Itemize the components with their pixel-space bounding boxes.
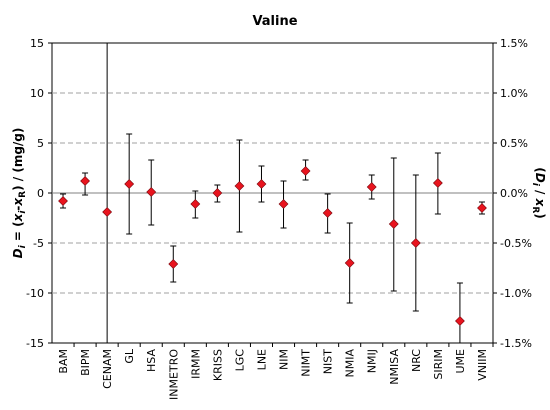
x-category-label: SIRIM — [432, 349, 445, 380]
x-category-label: NRC — [410, 349, 423, 372]
y-tick-label: -10 — [26, 287, 44, 300]
y2-tick-label: -1.0% — [500, 287, 532, 300]
data-point — [278, 199, 289, 209]
x-category-label: BIPM — [79, 349, 92, 376]
x-category-label: HSA — [145, 349, 158, 372]
x-category-label: KRISS — [211, 349, 224, 381]
data-point — [432, 178, 443, 188]
data-point — [344, 258, 355, 268]
data-point — [455, 316, 465, 326]
data-point — [388, 219, 399, 229]
y-tick-label: 0 — [37, 187, 44, 200]
data-point — [366, 182, 377, 192]
data-point — [256, 179, 267, 189]
x-category-label: NIMT — [300, 349, 313, 377]
y-tick-label: 10 — [30, 87, 44, 100]
y2-tick-label: 0.0% — [500, 187, 528, 200]
x-category-label: NMIA — [344, 349, 357, 378]
y-axis-label-right: (Di / xR) — [530, 167, 547, 218]
data-point — [322, 208, 333, 218]
y-tick-label: 5 — [37, 137, 44, 150]
y2-tick-label: -0.5% — [500, 237, 532, 250]
data-point — [410, 238, 421, 248]
x-category-label: CENAM — [101, 349, 114, 389]
chart-title: Valine — [252, 14, 297, 29]
data-point — [146, 187, 157, 197]
x-category-label: NIM — [278, 349, 291, 370]
y2-tick-label: -1.5% — [500, 337, 532, 350]
x-category-label: INMETRO — [167, 349, 180, 400]
y2-tick-label: 0.5% — [500, 137, 528, 150]
data-point — [102, 207, 113, 217]
x-category-label: GL — [123, 348, 136, 364]
y-axis-label-left: Di = (xi-xR) / (mg/g) — [11, 128, 28, 259]
data-point — [80, 176, 90, 186]
y-tick-label: -5 — [33, 237, 44, 250]
y-tick-label: -15 — [26, 337, 44, 350]
y-tick-label: 15 — [30, 37, 44, 50]
y2-tick-label: 1.5% — [500, 37, 528, 50]
data-point — [477, 203, 487, 213]
data-point — [58, 196, 68, 206]
x-category-label: LNE — [255, 349, 268, 370]
x-category-label: UME — [454, 349, 467, 374]
data-point — [212, 188, 223, 198]
data-point — [190, 199, 201, 209]
x-category-label: NIST — [322, 349, 335, 374]
x-category-label: NMISA — [388, 349, 401, 385]
data-point — [124, 179, 135, 189]
x-category-label: LGC — [233, 349, 246, 372]
data-point — [168, 259, 179, 269]
plot-area: 15 10 5 0 -5 -10 -15 1.5% 1.0% 0.5% 0.0% -0.5% -1.0… — [26, 37, 532, 400]
x-category-label: NMIJ — [366, 349, 379, 373]
data-point — [234, 181, 245, 191]
x-category-label: IRMM — [189, 349, 202, 379]
x-category-label: VNIIM — [476, 349, 489, 381]
x-category-label: BAM — [57, 349, 70, 374]
data-point — [300, 166, 311, 176]
y2-tick-label: 1.0% — [500, 87, 528, 100]
